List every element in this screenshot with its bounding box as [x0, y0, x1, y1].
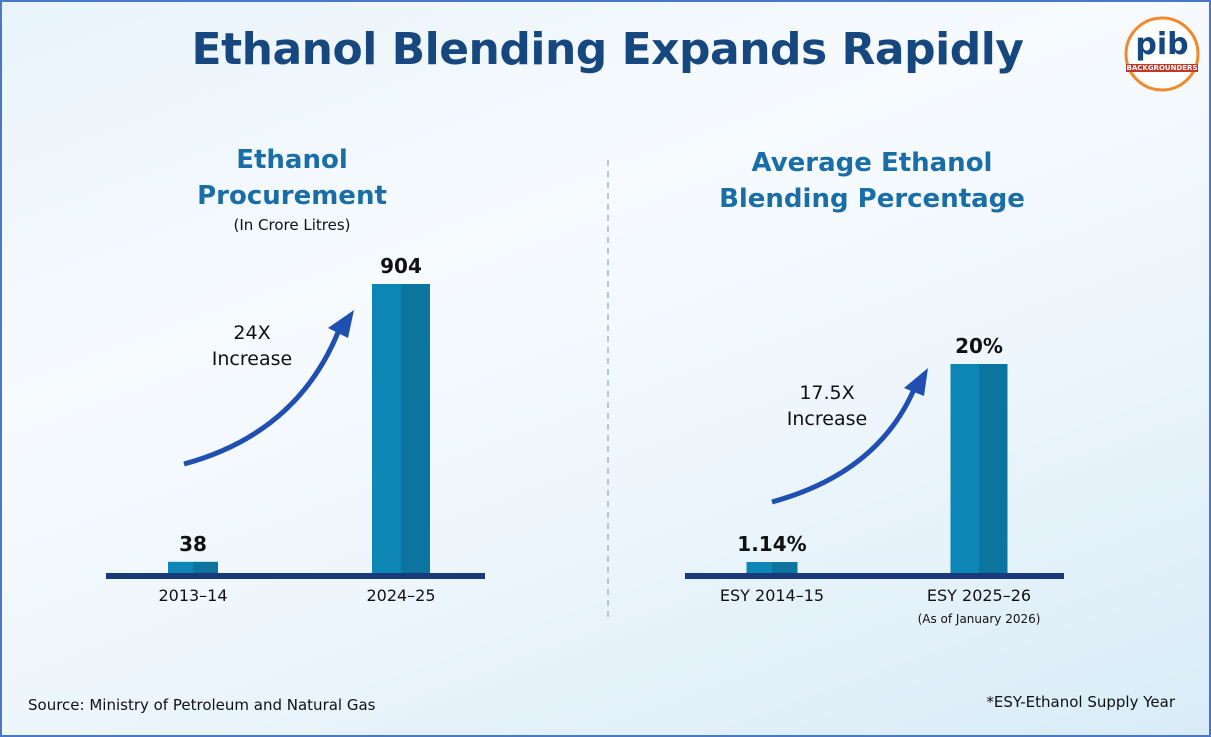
category-label: ESY 2025–26: [926, 586, 1032, 605]
value-label: 904: [380, 254, 422, 278]
category-label: 2024–25: [366, 586, 436, 605]
annotation: 24X Increase: [211, 322, 293, 370]
arrow: [183, 321, 345, 467]
value-label: 20%: [955, 334, 1003, 358]
bar-shade: [979, 364, 1008, 574]
chart-subtitle: (In Crore Litres): [233, 216, 351, 234]
logo-circle: [1124, 16, 1200, 92]
footnote: *ESY-Ethanol Supply Year: [986, 693, 1175, 711]
arrow: [771, 381, 920, 505]
category-label: 2013–14: [158, 586, 228, 605]
bar: [372, 284, 430, 574]
bar: [168, 561, 218, 574]
logo-name: pib: [1135, 27, 1189, 62]
value-label: 38: [179, 531, 207, 556]
bar-shade: [401, 284, 430, 574]
category-label: ESY 2014–15: [719, 586, 825, 605]
chart-title-text: Ethanol Procurement: [197, 145, 387, 211]
arrow-head: [328, 310, 354, 338]
baseline: [685, 573, 1064, 579]
baseline: [106, 573, 485, 579]
chart-title: Average Ethanol Blending Percentage: [692, 145, 1052, 217]
arrow-head: [904, 368, 928, 396]
category-note: (As of January 2026): [917, 612, 1041, 626]
bar: [746, 562, 798, 574]
title: Ethanol Blending Expands Rapidly: [191, 24, 1024, 75]
annotation: 17.5X Increase: [786, 382, 868, 430]
bar-shade: [193, 561, 218, 574]
bar-shade: [772, 562, 798, 574]
source: Source: Ministry of Petroleum and Natura…: [28, 696, 376, 714]
logo-tagline: BACKGROUNDERS: [1126, 64, 1198, 72]
value-label: 1.14%: [737, 532, 807, 557]
chart-title: Ethanol Procurement: [182, 142, 402, 214]
bar: [950, 364, 1008, 574]
chart-title-text: Average Ethanol Blending Percentage: [719, 148, 1025, 214]
